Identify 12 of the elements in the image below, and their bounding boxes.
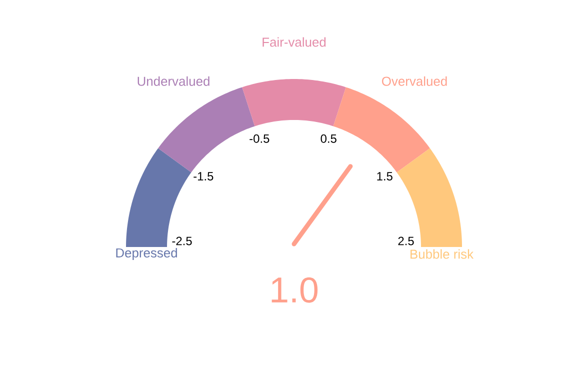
slice-label: Bubble risk — [410, 249, 474, 259]
slice-label: Depressed — [116, 248, 177, 260]
slice-label: Fair-valued — [262, 37, 326, 47]
text: -2.5 — [172, 236, 192, 246]
text: -1.5 — [194, 172, 214, 180]
text: -0.5 — [250, 134, 270, 143]
text: 2.5 — [398, 236, 414, 246]
slice-label: Overvalued — [382, 76, 447, 86]
text: 0.5 — [320, 134, 336, 143]
slice-label: Undervalued — [138, 76, 210, 86]
text: 1.5 — [377, 172, 392, 180]
text: 1.0 — [272, 277, 318, 303]
